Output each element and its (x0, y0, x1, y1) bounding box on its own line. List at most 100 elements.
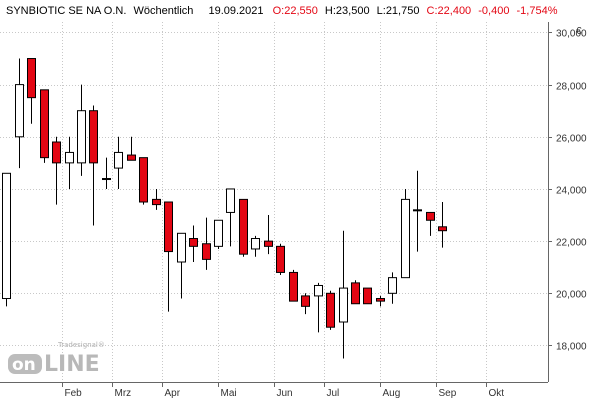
candle (314, 282, 323, 333)
candle (401, 188, 410, 279)
candle (114, 136, 123, 189)
candle-body (89, 110, 98, 164)
candle-body (177, 232, 186, 263)
candle (289, 269, 298, 302)
candle-body (251, 238, 260, 250)
candle (426, 211, 435, 236)
candle (214, 219, 223, 249)
header-period: Wöchentlich (133, 5, 193, 17)
candle (264, 215, 273, 255)
header-open: O:22,550 (273, 5, 318, 17)
tradesignal-online-watermark: Tradesignal® on LINE (8, 341, 105, 377)
candle (15, 58, 24, 169)
candle-body (40, 89, 49, 159)
y-tick-label: 22,000 (556, 238, 587, 249)
candle (127, 136, 136, 161)
y-tick-label: 26,000 (556, 134, 587, 145)
x-tick-label: Feb (65, 388, 83, 399)
candle (89, 105, 98, 226)
watermark-brand-top: Tradesignal® (57, 341, 105, 349)
candle-body (376, 298, 385, 302)
candle (139, 157, 148, 205)
currency-label: € (576, 26, 582, 37)
header-low: L:21,750 (377, 5, 420, 17)
header-close: C:22,400 (427, 5, 472, 17)
candle-body (301, 295, 310, 307)
x-tick-label: Jul (327, 388, 340, 399)
candle (2, 172, 11, 307)
watermark-badge (8, 354, 42, 374)
candle-body (214, 219, 223, 247)
candle-body (388, 277, 397, 294)
y-tick-label: 20,000 (556, 290, 587, 301)
candle-body (413, 209, 422, 212)
candle-body (314, 284, 323, 297)
candle (339, 230, 348, 359)
x-tick-label: Okt (489, 388, 505, 399)
candle (301, 293, 310, 315)
header-change-pct: -1,754% (517, 5, 558, 17)
candle (351, 280, 360, 305)
header-date: 19.09.2021 (208, 5, 263, 17)
x-tick-label: Mai (221, 388, 237, 399)
candle (363, 287, 372, 305)
x-tick-label: Apr (165, 388, 181, 399)
candle-body (102, 178, 111, 181)
candle (202, 217, 211, 270)
candle-body (27, 58, 36, 99)
candle-body (152, 198, 161, 206)
candle (52, 136, 61, 205)
y-tick-label: 24,000 (556, 186, 587, 197)
candle (276, 243, 285, 276)
candle-body (164, 201, 173, 253)
y-tick-label: 30,000 (556, 29, 587, 40)
candle (27, 58, 36, 124)
candle (251, 235, 260, 257)
x-axis-ticks: Feb Mrz Apr Mai Jun Jul Aug Sep Okt (62, 382, 505, 399)
x-tick-label: Jun (277, 388, 293, 399)
candle-body (77, 110, 86, 164)
candle-layer (2, 58, 447, 359)
header-instrument: SYNBIOTIC SE NA O.N. (6, 5, 126, 17)
candle-body (226, 188, 235, 213)
watermark-brand-on: on (12, 355, 36, 375)
candle-body (438, 226, 447, 232)
grid-layer (0, 22, 548, 382)
candle-body (139, 157, 148, 203)
header-change: -0,400 (478, 5, 509, 17)
candle-body (189, 238, 198, 247)
candle (102, 157, 111, 189)
candle-body (127, 154, 136, 161)
candle-body (326, 292, 335, 328)
candle-body (52, 141, 61, 164)
header-high: H:23,500 (325, 5, 370, 17)
candle-body (264, 240, 273, 247)
candle-body (65, 151, 74, 164)
candle-body (339, 287, 348, 323)
candle-body (289, 271, 298, 302)
candle-body (15, 84, 24, 138)
candle-body (363, 287, 372, 305)
candle (226, 188, 235, 247)
watermark-brand-line: LINE (44, 352, 100, 377)
candle (438, 202, 447, 248)
candle (77, 84, 86, 176)
candle-body (401, 198, 410, 279)
header-info: SYNBIOTIC SE NA O.N. Wöchentlich 19.09.2… (6, 5, 558, 17)
candle (177, 232, 186, 299)
y-tick-label: 18,000 (556, 342, 587, 353)
candle-body (426, 211, 435, 221)
y-tick-label: 28,000 (556, 82, 587, 93)
candle (376, 295, 385, 307)
candle-body (351, 282, 360, 305)
y-axis-ticks: 18,000 20,000 22,000 24,000 26,000 28,000 30,0… (548, 29, 587, 353)
x-tick-label: Sep (439, 388, 457, 399)
candle (40, 89, 49, 163)
candle-body (114, 151, 123, 169)
candle (239, 198, 248, 257)
candle-body (239, 198, 248, 255)
x-tick-label: Mrz (115, 388, 132, 399)
candle (413, 170, 422, 252)
